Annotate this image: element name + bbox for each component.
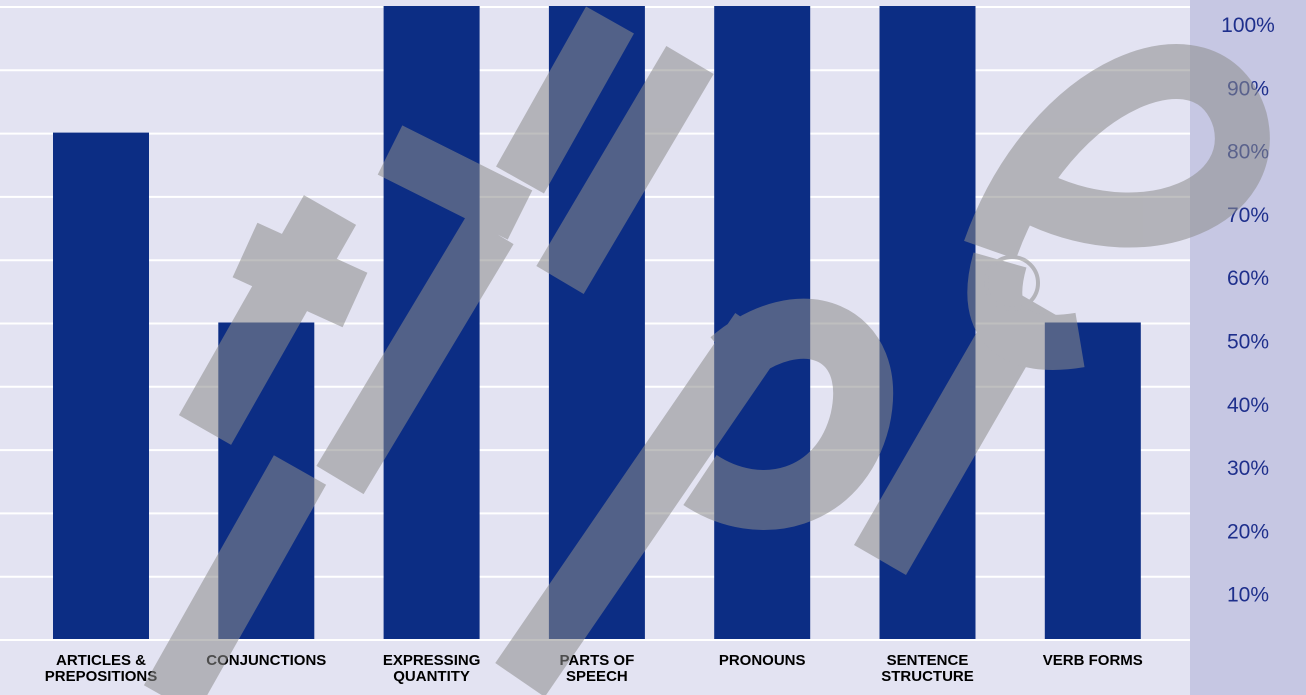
watermark-letter-t <box>143 195 368 695</box>
watermark-registered-circle <box>984 255 1040 311</box>
bar <box>1044 322 1141 639</box>
x-category-label: ARTICLES & PREPOSITIONS <box>45 652 158 685</box>
y-tick-label: 50% <box>1227 331 1269 354</box>
y-tick-label: 40% <box>1227 394 1269 417</box>
y-tick-label: 10% <box>1227 584 1269 607</box>
y-tick-label: 60% <box>1227 267 1269 290</box>
y-tick-label: 20% <box>1227 520 1269 543</box>
x-axis-labels: ARTICLES & PREPOSITIONS CONJUNCTIONS EXPRES… <box>45 652 1143 685</box>
watermark-letter-e <box>964 44 1270 370</box>
x-category-label: SENTENCE STRUCTURE <box>881 652 974 685</box>
y-tick-label: 30% <box>1227 457 1269 480</box>
x-category-label: EXPRESSING QUANTITY <box>383 652 481 685</box>
x-category-label: VERB FORMS <box>1043 652 1143 669</box>
y-tick-label: 100% <box>1221 14 1275 37</box>
watermark-letter-i <box>496 6 714 294</box>
x-category-label: PRONOUNS <box>719 652 806 669</box>
x-category-label: CONJUNCTIONS <box>206 652 326 669</box>
watermark-logo <box>143 6 1270 695</box>
watermark-letter-p <box>495 298 894 695</box>
watermark-letter-r <box>316 125 533 495</box>
bar <box>53 132 149 639</box>
x-category-label: PARTS OF SPEECH <box>560 652 635 685</box>
